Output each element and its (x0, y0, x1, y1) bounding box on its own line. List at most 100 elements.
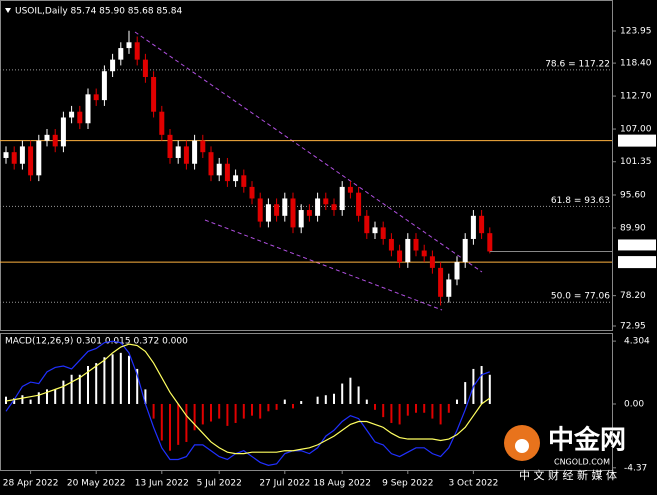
x-tick-label: 18 Aug 2022 (313, 479, 371, 489)
x-tick-label: 5 Jul 2022 (197, 479, 242, 489)
macd-frame (0, 333, 613, 471)
fib-label: 61.8 = 93.63 (551, 196, 610, 206)
candle-body (175, 146, 181, 158)
candle-body (126, 42, 132, 49)
candle-body (405, 238, 411, 263)
menu-arrow (5, 8, 11, 13)
candle-body (364, 215, 370, 234)
candle-body (331, 204, 337, 211)
y-tick-label: 78.20 (620, 291, 646, 301)
y-tick-label: 107.00 (620, 125, 652, 135)
candle-body (11, 152, 17, 164)
candle-body (60, 117, 66, 147)
x-tick-label: 9 Sep 2022 (382, 479, 433, 489)
y-tick-label: 72.95 (620, 322, 646, 332)
candle-body (413, 238, 419, 251)
fib-label: 50.0 = 77.06 (551, 292, 610, 302)
y-tick-label: -4.37 (624, 463, 647, 473)
candle-body (462, 238, 468, 263)
candle-body (183, 146, 189, 164)
y-tick-label: 101.35 (620, 157, 652, 167)
candle-body (429, 256, 435, 268)
candle-body (224, 163, 230, 182)
candle-body (421, 250, 427, 257)
candle-body (274, 204, 280, 216)
level-box (618, 134, 656, 147)
y-tick-label: 118.40 (620, 59, 652, 69)
channel-line (204, 219, 443, 311)
fib-label: 78.6 = 117.22 (545, 59, 610, 69)
candle-body (356, 192, 362, 216)
logo-dot (515, 439, 529, 453)
y-tick-label: 112.70 (620, 92, 652, 102)
chart-title: USOIL,Daily 85.74 85.90 85.68 85.84 (15, 7, 182, 17)
x-tick-label: 3 Oct 2022 (448, 479, 498, 489)
macd-line (5, 343, 491, 455)
price-frame (0, 0, 613, 331)
candle-body (110, 59, 116, 72)
candle-body (265, 204, 271, 222)
candle-body (347, 186, 353, 193)
last-price-label: 85.84 (621, 240, 647, 250)
candle-body (216, 163, 222, 176)
site: CNGOLD.COM (554, 458, 610, 467)
candle-body (454, 262, 460, 280)
candle-body (118, 48, 124, 60)
candle-body (470, 215, 476, 239)
level-box (618, 256, 656, 269)
candle-body (28, 146, 34, 176)
candle-body (77, 111, 83, 124)
candle-body (380, 227, 386, 239)
candle-body (159, 111, 165, 135)
candle-body (438, 267, 444, 297)
y-tick-label: 4.304 (624, 337, 650, 347)
candle-body (372, 227, 378, 234)
candle-body (36, 140, 42, 176)
candle-body (233, 175, 239, 182)
candle-body (93, 94, 99, 101)
candle-body (241, 175, 247, 187)
candle-body (3, 152, 9, 158)
last-price-box (618, 239, 656, 251)
candle-body (85, 94, 91, 124)
y-tick-label: 95.60 (620, 190, 646, 200)
candle-body (101, 71, 107, 101)
candle-body (142, 59, 148, 77)
candle-body (167, 134, 173, 158)
candle-body (397, 250, 403, 263)
level-label: 105.00 (621, 136, 653, 146)
candle-body (44, 134, 50, 141)
candle-body (200, 140, 206, 153)
candle-body (388, 238, 394, 251)
candle-body (290, 198, 296, 228)
level-label: 84.00 (621, 258, 647, 268)
macd-title: MACD(12,26,9) 0.301 0.015 0.372 0.000 (5, 337, 188, 347)
candle-body (52, 134, 58, 147)
x-tick-label: 27 Jul 2022 (259, 479, 310, 489)
candle-body (315, 198, 321, 216)
brand: 中金网 (548, 425, 626, 456)
x-tick-label: 20 May 2022 (67, 479, 126, 489)
candle-body (257, 198, 263, 222)
candle-body (339, 186, 345, 211)
y-tick-label: 89.90 (620, 223, 646, 233)
candle-body (487, 233, 493, 252)
candle-body (249, 186, 255, 199)
candle-body (69, 111, 75, 118)
x-tick-label: 13 Jun 2022 (135, 479, 189, 489)
y-tick-label: 123.95 (620, 27, 652, 37)
candle-body (134, 42, 140, 60)
candle-body (298, 210, 304, 228)
candle-body (323, 198, 329, 205)
candle-body (479, 215, 485, 234)
channel-line (134, 31, 483, 273)
candle-body (208, 152, 214, 176)
candle-body (192, 140, 198, 164)
candle-body (19, 146, 25, 164)
x-tick-label: 28 Apr 2022 (3, 479, 59, 489)
candle-body (282, 198, 288, 216)
candle-body (151, 76, 157, 112)
y-tick-label: 0.00 (624, 399, 644, 409)
watermark: 中金网 CNGOLD.COM 中 文 财 经 新 媒 体 (504, 425, 626, 482)
